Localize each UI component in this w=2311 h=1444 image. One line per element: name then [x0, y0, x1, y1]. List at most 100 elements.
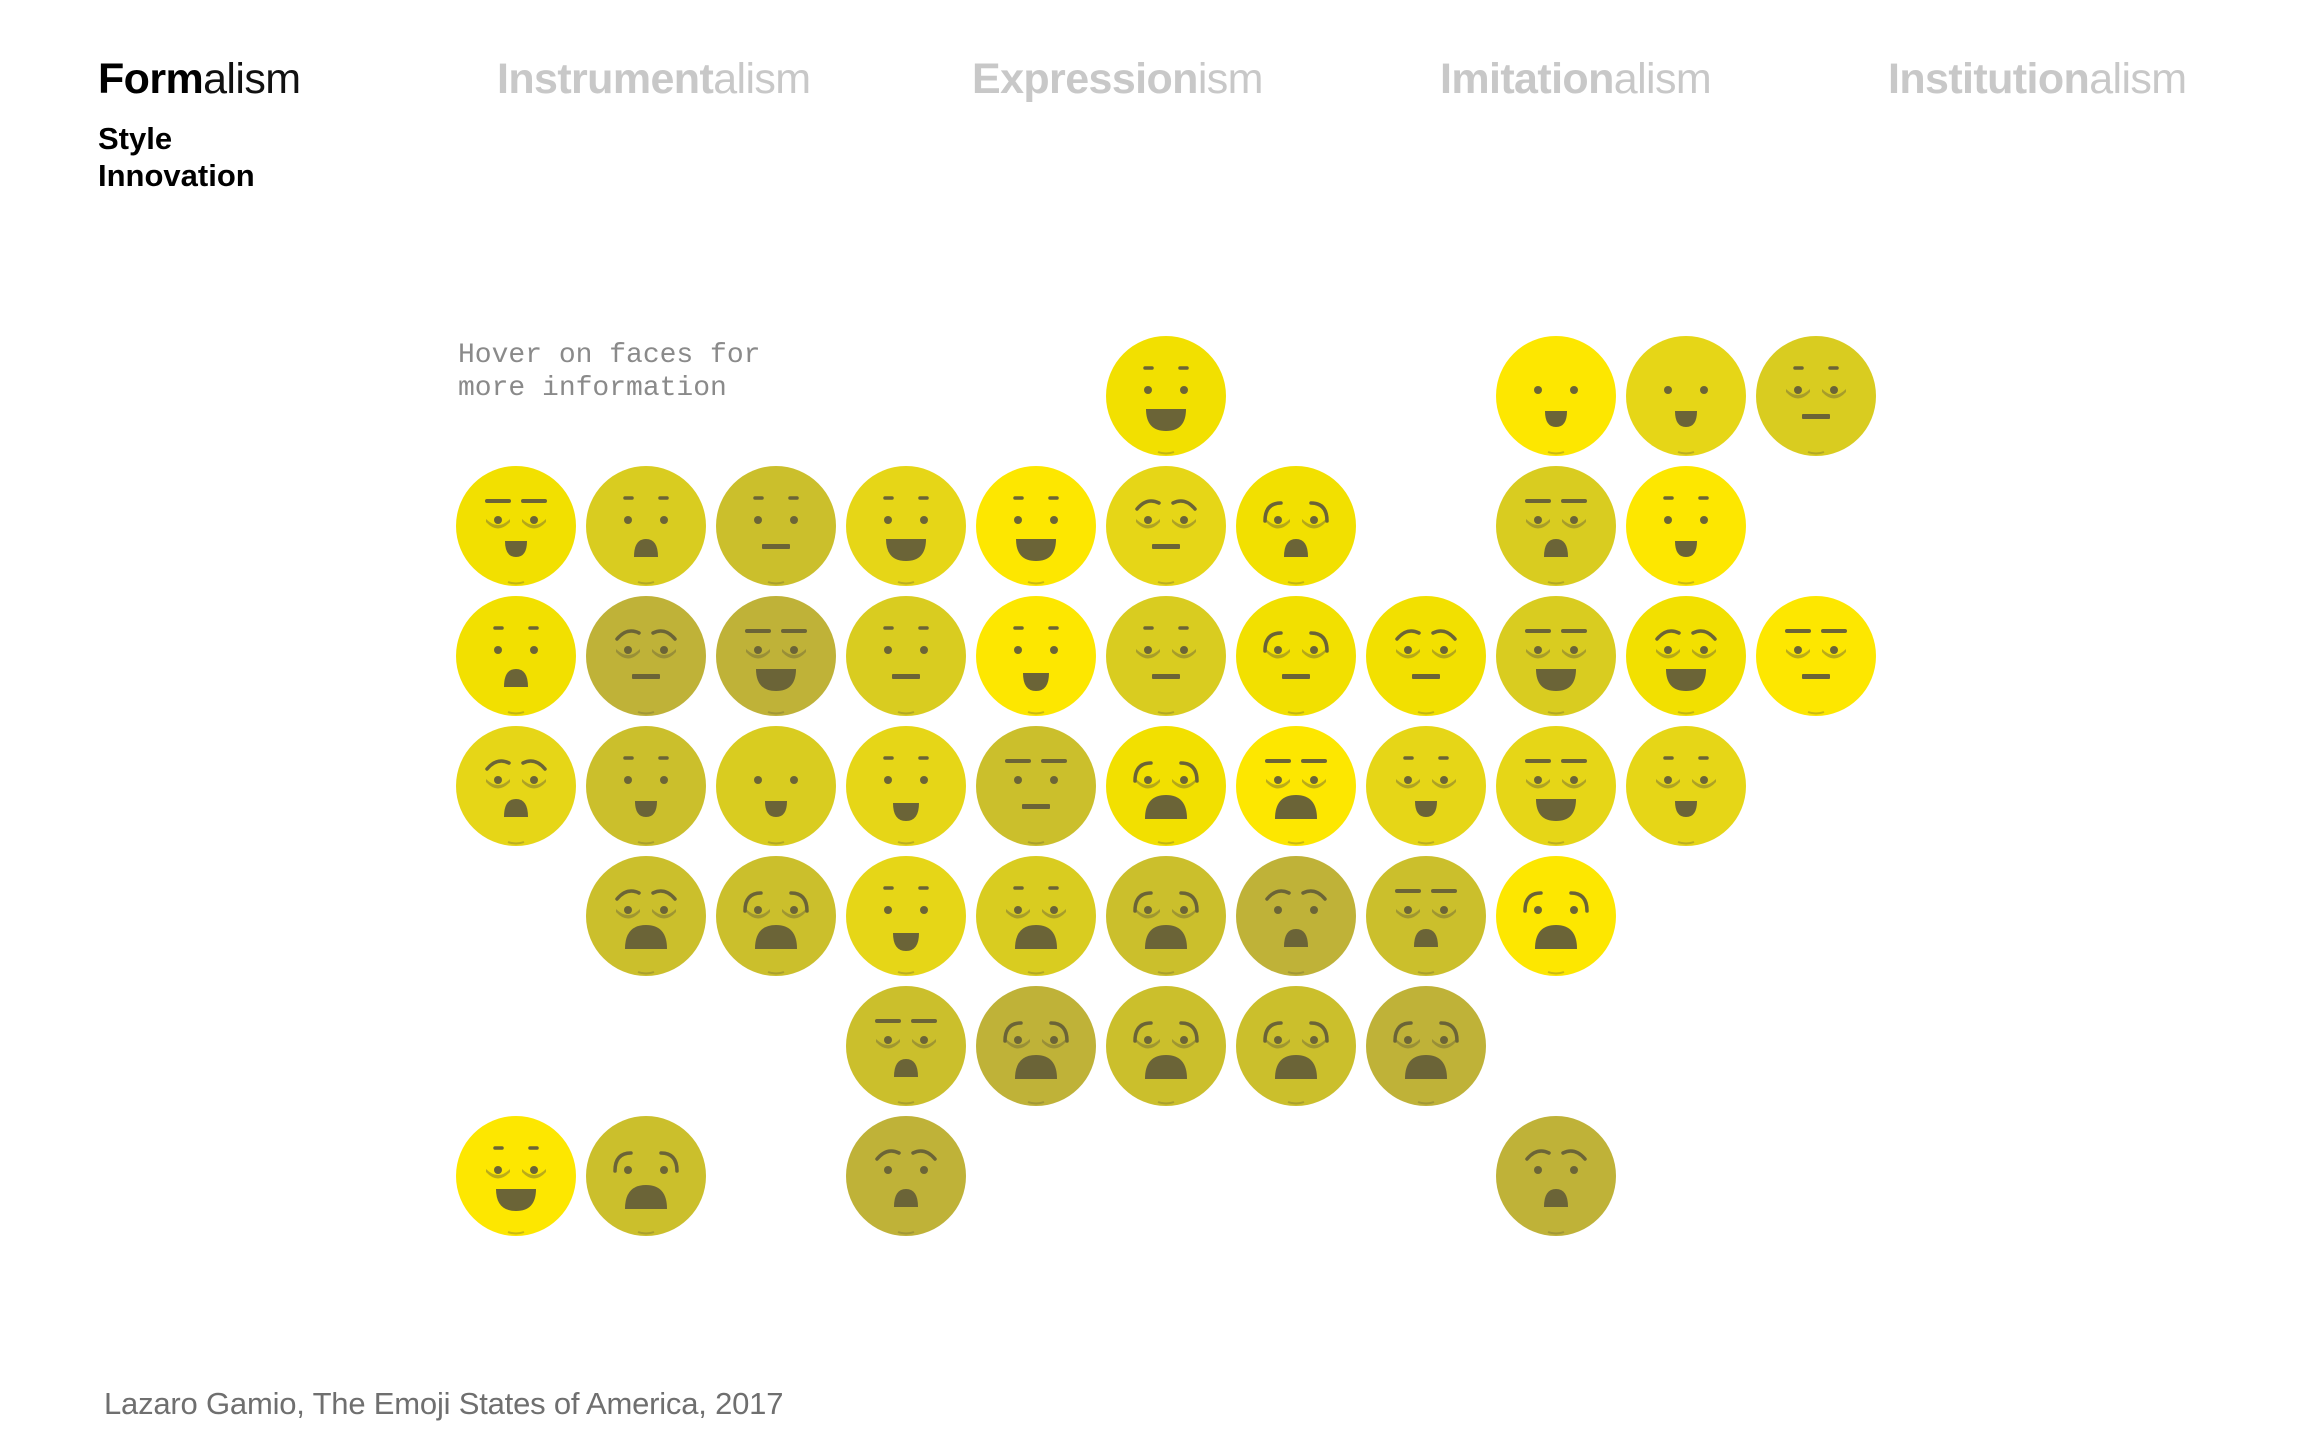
emoji-face[interactable] — [1495, 855, 1617, 977]
emoji-face-icon — [976, 596, 1096, 716]
emoji-face-icon — [586, 596, 706, 716]
emoji-face[interactable] — [1105, 725, 1227, 847]
emoji-face[interactable] — [975, 985, 1097, 1107]
nav-instrumentalism-rest: alism — [713, 55, 811, 103]
hover-hint: Hover on faces for more information — [458, 340, 761, 404]
emoji-face-icon — [1626, 726, 1746, 846]
emoji-face[interactable] — [1235, 985, 1357, 1107]
emoji-face-icon — [716, 856, 836, 976]
emoji-face[interactable] — [1235, 465, 1357, 587]
emoji-face-icon — [846, 986, 966, 1106]
emoji-face[interactable] — [585, 595, 707, 717]
emoji-face-icon — [1496, 596, 1616, 716]
subnav: Style Innovation — [98, 120, 255, 194]
emoji-face[interactable] — [1235, 595, 1357, 717]
emoji-face-icon — [846, 1116, 966, 1236]
emoji-face-icon — [1106, 336, 1226, 456]
emoji-face[interactable] — [1755, 595, 1877, 717]
nav-formalism-rest: alism — [203, 55, 301, 103]
emoji-face[interactable] — [845, 855, 967, 977]
emoji-face-icon — [1106, 856, 1226, 976]
emoji-face[interactable] — [715, 465, 837, 587]
nav-formalism-strong: Form — [98, 55, 204, 103]
emoji-face[interactable] — [845, 725, 967, 847]
emoji-face[interactable] — [1755, 335, 1877, 457]
emoji-face[interactable] — [845, 985, 967, 1107]
nav-expressionism[interactable]: Expressionism — [972, 55, 1264, 103]
nav-institutionalism[interactable]: Institutionalism — [1888, 58, 2187, 101]
emoji-face[interactable] — [585, 1115, 707, 1237]
nav-imitationalism[interactable]: Imitationalism — [1440, 55, 1712, 103]
emoji-face[interactable] — [1105, 985, 1227, 1107]
emoji-face[interactable] — [845, 595, 967, 717]
nav-formalism[interactable]: Formalism — [98, 55, 301, 103]
emoji-face[interactable] — [1105, 595, 1227, 717]
emoji-face-icon — [716, 596, 836, 716]
emoji-face[interactable] — [1495, 465, 1617, 587]
emoji-face[interactable] — [1105, 855, 1227, 977]
emoji-face[interactable] — [585, 855, 707, 977]
subnav-style[interactable]: Style — [98, 121, 173, 156]
emoji-face[interactable] — [1625, 725, 1747, 847]
emoji-face[interactable] — [1105, 465, 1227, 587]
emoji-face-icon — [1366, 856, 1486, 976]
emoji-face[interactable] — [455, 465, 577, 587]
emoji-face[interactable] — [585, 725, 707, 847]
emoji-face-icon — [1626, 596, 1746, 716]
emoji-face[interactable] — [1625, 335, 1747, 457]
emoji-face[interactable] — [975, 725, 1097, 847]
emoji-face-icon — [1496, 726, 1616, 846]
emoji-face[interactable] — [1365, 985, 1487, 1107]
emoji-face[interactable] — [585, 465, 707, 587]
emoji-face[interactable] — [845, 465, 967, 587]
emoji-face[interactable] — [715, 855, 837, 977]
nav-expressionism-rest: ism — [1197, 55, 1264, 103]
emoji-face-icon — [586, 726, 706, 846]
emoji-face-icon — [846, 466, 966, 586]
emoji-face[interactable] — [1625, 465, 1747, 587]
emoji-face[interactable] — [1235, 725, 1357, 847]
emoji-face[interactable] — [715, 595, 837, 717]
emoji-face-icon — [846, 856, 966, 976]
emoji-face[interactable] — [455, 1115, 577, 1237]
emoji-face-icon — [586, 1116, 706, 1236]
emoji-face-icon — [846, 596, 966, 716]
emoji-face[interactable] — [1495, 725, 1617, 847]
emoji-face[interactable] — [1495, 1115, 1617, 1237]
emoji-face-icon — [456, 466, 576, 586]
emoji-face-icon — [1496, 336, 1616, 456]
emoji-face-icon — [1236, 856, 1356, 976]
emoji-face-icon — [1106, 986, 1226, 1106]
nav-imitationalism-strong: Imitation — [1440, 55, 1614, 103]
emoji-face[interactable] — [455, 595, 577, 717]
emoji-face[interactable] — [715, 725, 837, 847]
emoji-face[interactable] — [1105, 335, 1227, 457]
emoji-face[interactable] — [1365, 855, 1487, 977]
emoji-face[interactable] — [455, 725, 577, 847]
emoji-face-icon — [1366, 596, 1486, 716]
emoji-face[interactable] — [845, 1115, 967, 1237]
emoji-face-icon — [1496, 856, 1616, 976]
emoji-face[interactable] — [975, 595, 1097, 717]
emoji-face[interactable] — [1365, 725, 1487, 847]
emoji-face[interactable] — [1495, 335, 1617, 457]
emoji-face[interactable] — [1365, 595, 1487, 717]
emoji-face-icon — [456, 596, 576, 716]
emoji-face[interactable] — [975, 855, 1097, 977]
emoji-face[interactable] — [1495, 595, 1617, 717]
emoji-face-icon — [1756, 336, 1876, 456]
emoji-face-icon — [1366, 726, 1486, 846]
emoji-face-icon — [1236, 726, 1356, 846]
nav-institutionalism-rest: alism — [2089, 55, 2187, 103]
nav-instrumentalism[interactable]: Instrumentalism — [497, 58, 811, 101]
emoji-face[interactable] — [975, 465, 1097, 587]
emoji-face[interactable] — [1625, 595, 1747, 717]
emoji-face-icon — [846, 726, 966, 846]
nav-imitationalism-rest: alism — [1613, 55, 1712, 103]
emoji-face-icon — [976, 466, 1096, 586]
credit-line: Lazaro Gamio, The Emoji States of Americ… — [104, 1386, 784, 1421]
emoji-face[interactable] — [1235, 855, 1357, 977]
emoji-face-icon — [1626, 466, 1746, 586]
emoji-face-icon — [1106, 726, 1226, 846]
subnav-innovation[interactable]: Innovation — [98, 158, 255, 193]
